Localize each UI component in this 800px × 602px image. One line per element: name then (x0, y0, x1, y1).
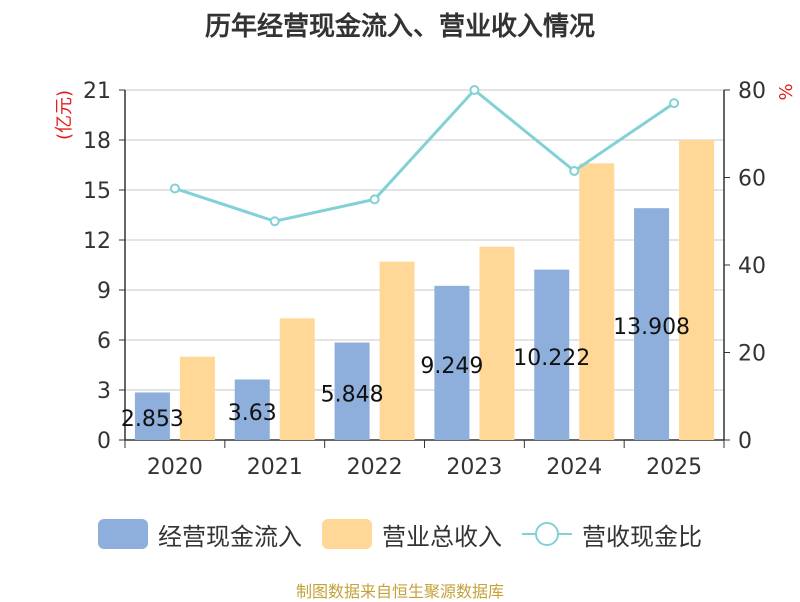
bar-cash-inflow (634, 208, 670, 440)
y-tick-label: 21 (83, 79, 111, 104)
x-tick-label: 2023 (446, 455, 502, 480)
line-point-ratio (169, 183, 180, 194)
y2-tick-label: 80 (738, 79, 766, 104)
bar-total-revenue (279, 318, 315, 440)
x-tick-label: 2025 (646, 455, 702, 480)
y-tick-label: 15 (83, 179, 111, 204)
line-point-ratio (669, 98, 680, 109)
data-label-cash-inflow: 13.908 (613, 315, 690, 340)
bar-cash-inflow (134, 392, 170, 440)
legend-label-cash: 经营现金流入 (158, 522, 302, 551)
data-label-cash-inflow: 5.848 (321, 382, 384, 407)
legend-item-ratio[interactable]: 营收现金比 (522, 516, 702, 552)
x-tick-label: 2024 (546, 455, 602, 480)
line-ratio (174, 87, 675, 223)
legend-item-revenue[interactable]: 营业总收入 (322, 516, 502, 552)
y2-tick-label: 20 (738, 342, 766, 367)
legend-label-revenue: 营业总收入 (382, 522, 502, 551)
bar-total-revenue (679, 140, 715, 440)
bar-cash-inflow (534, 269, 570, 440)
data-label-cash-inflow: 2.853 (121, 407, 184, 432)
y-tick-label: 3 (97, 379, 111, 404)
y-axis-unit: (亿元) (54, 90, 75, 140)
legend-item-cash[interactable]: 经营现金流入 (98, 516, 302, 552)
bar-cash-inflow (234, 379, 270, 440)
y2-tick-label: 0 (738, 429, 752, 454)
y-tick-label: 0 (97, 429, 111, 454)
legend-swatch-revenue (322, 519, 372, 549)
legend-swatch-ratio (522, 519, 572, 549)
bar-total-revenue (579, 163, 615, 441)
data-label-cash-inflow: 10.222 (513, 346, 590, 371)
line-point-ratio (569, 165, 580, 176)
line-point-ratio (469, 85, 480, 95)
y2-axis-unit: % (776, 83, 797, 100)
data-label-cash-inflow: 9.249 (420, 354, 483, 379)
x-tick-label: 2021 (247, 455, 303, 480)
y-tick-label: 9 (97, 279, 111, 304)
source-note: 制图数据来自恒生聚源数据库 (295, 582, 504, 601)
x-tick-label: 2022 (347, 455, 403, 480)
bar-total-revenue (379, 261, 415, 440)
x-tick-label: 2020 (147, 455, 203, 480)
y-tick-label: 6 (97, 329, 111, 354)
chart-title: 历年经营现金流入、营业收入情况 (204, 12, 595, 42)
line-point-ratio (369, 194, 380, 205)
legend-swatch-cash (98, 519, 148, 549)
bar-total-revenue (479, 246, 515, 440)
y2-tick-label: 60 (738, 167, 766, 192)
y-tick-label: 18 (83, 129, 111, 154)
data-label-cash-inflow: 3.63 (228, 401, 277, 426)
legend-label-ratio: 营收现金比 (582, 522, 702, 551)
y-tick-label: 12 (83, 229, 111, 254)
bar-cash-inflow (434, 285, 470, 440)
bar-total-revenue (179, 356, 215, 440)
bar-cash-inflow (334, 342, 370, 440)
line-point-ratio (269, 216, 280, 227)
y2-tick-label: 40 (738, 254, 766, 279)
